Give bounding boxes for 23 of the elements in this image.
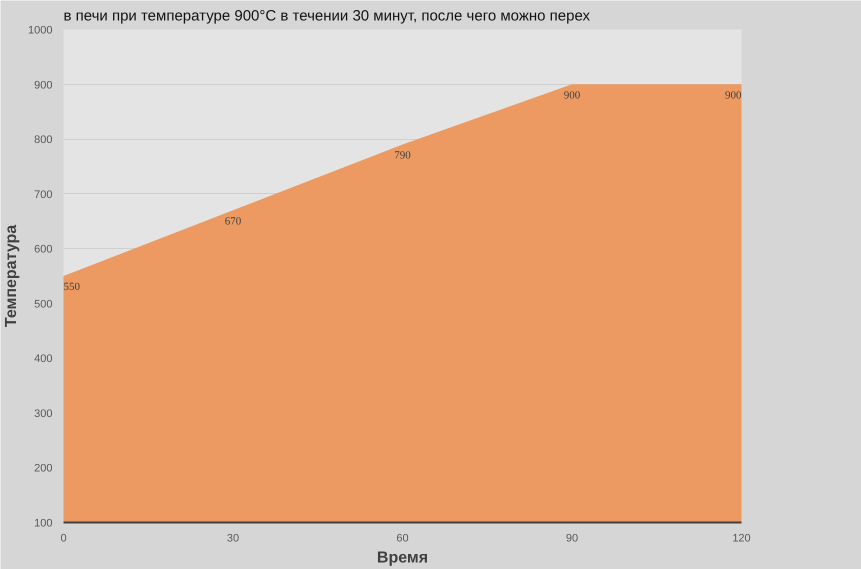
y-tick-label: 600 [34, 244, 53, 256]
data-label: 550 [64, 281, 80, 293]
y-tick-label: 900 [34, 79, 53, 92]
data-label: 900 [564, 89, 581, 102]
x-tick-label: 0 [60, 532, 67, 544]
x-tick-label: 30 [226, 532, 240, 544]
data-label: 790 [394, 150, 412, 162]
y-tick-label: 300 [34, 408, 53, 420]
y-tick-label: 700 [34, 188, 53, 201]
x-tick-label: 60 [396, 532, 409, 544]
y-tick-label: 500 [34, 298, 53, 310]
x-tick-label: 90 [566, 532, 578, 544]
y-tick-label: 800 [34, 134, 53, 146]
data-label: 900 [725, 89, 742, 102]
y-axis-title: Температура [3, 224, 20, 328]
y-tick-label: 100 [34, 518, 53, 530]
y-tick-label: 1000 [28, 24, 53, 36]
y-tick-label: 200 [34, 462, 53, 475]
data-label: 670 [224, 215, 242, 228]
x-tick-label: 120 [732, 532, 751, 544]
y-tick-label: 400 [34, 353, 53, 366]
x-axis-title: Время [376, 550, 428, 566]
text: в печи при температуре 900°С в течении 30 минут, после чего можно перех [64, 8, 590, 24]
